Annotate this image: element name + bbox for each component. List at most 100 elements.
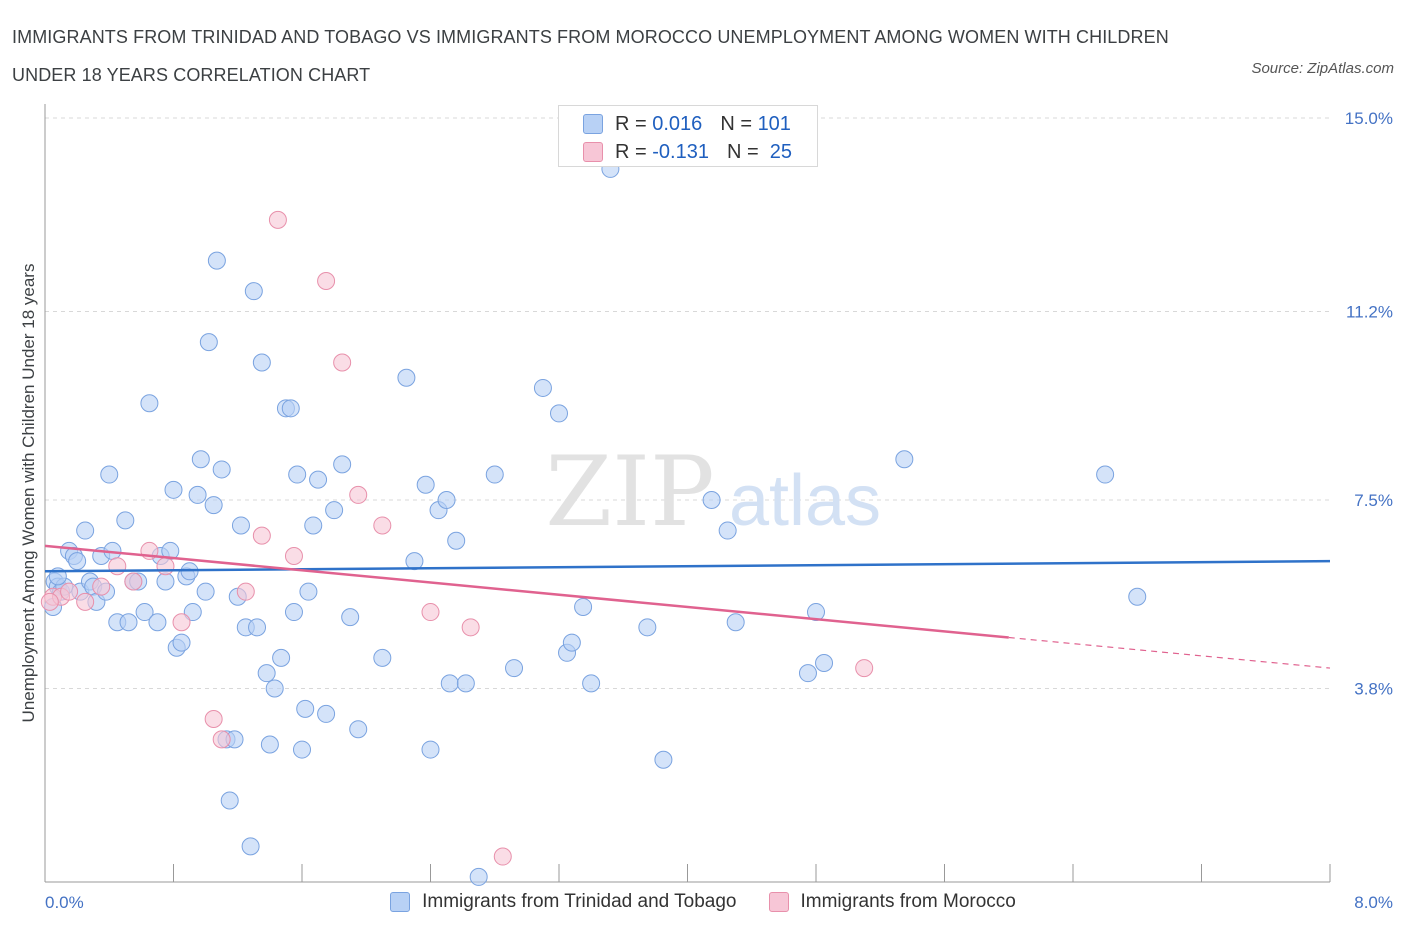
point-trinidad-77 bbox=[447, 531, 466, 550]
point-trinidad-75 bbox=[437, 491, 456, 509]
point-morocco-3 bbox=[76, 592, 95, 611]
point-morocco-21 bbox=[461, 618, 480, 637]
point-trinidad-34 bbox=[188, 485, 207, 504]
r-label: R = bbox=[615, 112, 647, 135]
point-trinidad-80 bbox=[485, 465, 504, 484]
point-trinidad-51 bbox=[257, 664, 276, 683]
point-trinidad-7 bbox=[68, 552, 87, 571]
point-trinidad-90 bbox=[654, 750, 673, 769]
swatch-morocco bbox=[583, 142, 603, 162]
point-trinidad-69 bbox=[373, 648, 392, 667]
point-trinidad-52 bbox=[260, 735, 279, 754]
point-trinidad-73 bbox=[421, 740, 440, 759]
point-trinidad-86 bbox=[574, 597, 593, 616]
point-trinidad-19 bbox=[119, 613, 138, 632]
point-trinidad-47 bbox=[241, 837, 260, 856]
point-trinidad-66 bbox=[333, 455, 352, 474]
point-trinidad-39 bbox=[207, 251, 226, 270]
point-trinidad-35 bbox=[191, 450, 210, 469]
legend-item-trinidad: Immigrants from Trinidad and Tobago bbox=[390, 891, 737, 913]
series-legend: Immigrants from Trinidad and Tobago Immi… bbox=[0, 888, 1406, 916]
n-label: N = bbox=[726, 140, 759, 163]
point-trinidad-54 bbox=[272, 648, 291, 667]
point-morocco-17 bbox=[333, 353, 352, 372]
y-tick-label-3: 15.0% bbox=[1345, 109, 1393, 128]
point-trinidad-9 bbox=[76, 521, 95, 540]
point-morocco-5 bbox=[108, 557, 127, 576]
point-trinidad-87 bbox=[582, 674, 601, 693]
point-morocco-24 bbox=[40, 592, 59, 611]
point-trinidad-59 bbox=[293, 740, 311, 759]
point-morocco-18 bbox=[349, 485, 368, 504]
stats-legend: R = 0.016 N = 101 R = -0.131 N = 25 bbox=[558, 105, 818, 167]
y-axis-label: Unemployment Among Women with Children U… bbox=[19, 264, 38, 723]
point-trinidad-53 bbox=[265, 679, 284, 698]
point-trinidad-81 bbox=[505, 659, 524, 678]
point-trinidad-83 bbox=[550, 404, 568, 423]
axes bbox=[44, 104, 1331, 883]
point-trinidad-26 bbox=[156, 572, 175, 591]
point-trinidad-49 bbox=[248, 618, 267, 637]
point-trinidad-56 bbox=[281, 399, 300, 418]
y-tick-label-2: 11.2% bbox=[1346, 303, 1393, 322]
legend-label-trinidad: Immigrants from Trinidad and Tobago bbox=[422, 891, 737, 912]
point-trinidad-22 bbox=[135, 603, 154, 622]
point-trinidad-68 bbox=[349, 720, 368, 739]
point-trinidad-40 bbox=[212, 460, 231, 479]
point-trinidad-15 bbox=[100, 465, 119, 484]
y-tick-labels: 3.8% 7.5% 11.2% 15.0% bbox=[1345, 109, 1393, 698]
legend-swatch-morocco bbox=[768, 892, 789, 912]
point-morocco-19 bbox=[373, 516, 392, 535]
point-trinidad-79 bbox=[469, 867, 488, 886]
point-trinidad-91 bbox=[702, 491, 721, 509]
point-morocco-8 bbox=[156, 557, 175, 576]
point-trinidad-33 bbox=[183, 603, 202, 622]
point-morocco-20 bbox=[421, 603, 440, 622]
legend-swatch-trinidad bbox=[390, 892, 411, 912]
point-morocco-2 bbox=[60, 582, 79, 601]
y-tick-label-1: 7.5% bbox=[1354, 491, 1393, 510]
point-trinidad-70 bbox=[397, 368, 416, 387]
point-trinidad-76 bbox=[440, 674, 459, 693]
point-trinidad-23 bbox=[140, 394, 159, 413]
point-trinidad-38 bbox=[204, 496, 223, 515]
point-trinidad-72 bbox=[416, 475, 435, 494]
n-label: N = bbox=[720, 112, 752, 135]
trend-line-trinidad bbox=[44, 559, 1331, 573]
x-tick-label-1: 8.0% bbox=[1354, 893, 1393, 912]
legend-item-morocco: Immigrants from Morocco bbox=[768, 891, 1016, 913]
r-value: 0.016 bbox=[652, 112, 703, 135]
point-morocco-12 bbox=[236, 582, 255, 601]
point-trinidad-64 bbox=[317, 704, 336, 723]
trend-lines bbox=[44, 544, 1331, 669]
point-trinidad-94 bbox=[798, 664, 817, 683]
point-morocco-14 bbox=[268, 210, 287, 229]
point-trinidad-98 bbox=[1096, 465, 1115, 484]
point-trinidad-50 bbox=[252, 353, 271, 372]
trend-line-morocco-extension bbox=[1008, 636, 1331, 669]
point-trinidad-65 bbox=[325, 501, 344, 520]
point-morocco-23 bbox=[855, 659, 874, 678]
point-trinidad-28 bbox=[164, 480, 183, 499]
point-trinidad-82 bbox=[533, 378, 552, 397]
point-trinidad-62 bbox=[304, 516, 323, 535]
point-morocco-10 bbox=[204, 710, 223, 729]
point-trinidad-85 bbox=[562, 633, 581, 652]
point-trinidad-78 bbox=[456, 674, 475, 693]
watermark-atlas: atlas bbox=[729, 461, 881, 541]
stats-legend-row-morocco: R = -0.131 N = 25 bbox=[583, 139, 792, 165]
point-trinidad-93 bbox=[726, 613, 745, 632]
point-trinidad-60 bbox=[296, 699, 315, 718]
point-trinidad-63 bbox=[309, 470, 328, 489]
source-label: Source: ZipAtlas.com bbox=[1251, 60, 1394, 77]
point-morocco-22 bbox=[493, 847, 512, 866]
point-trinidad-58 bbox=[288, 465, 307, 484]
y-tick-label-0: 3.8% bbox=[1354, 679, 1393, 698]
point-trinidad-99 bbox=[1128, 587, 1147, 606]
point-trinidad-92 bbox=[718, 521, 737, 540]
trend-line-morocco bbox=[44, 544, 1009, 639]
point-morocco-15 bbox=[284, 547, 303, 566]
n-value: 101 bbox=[757, 112, 791, 135]
series-morocco-points bbox=[40, 210, 874, 866]
